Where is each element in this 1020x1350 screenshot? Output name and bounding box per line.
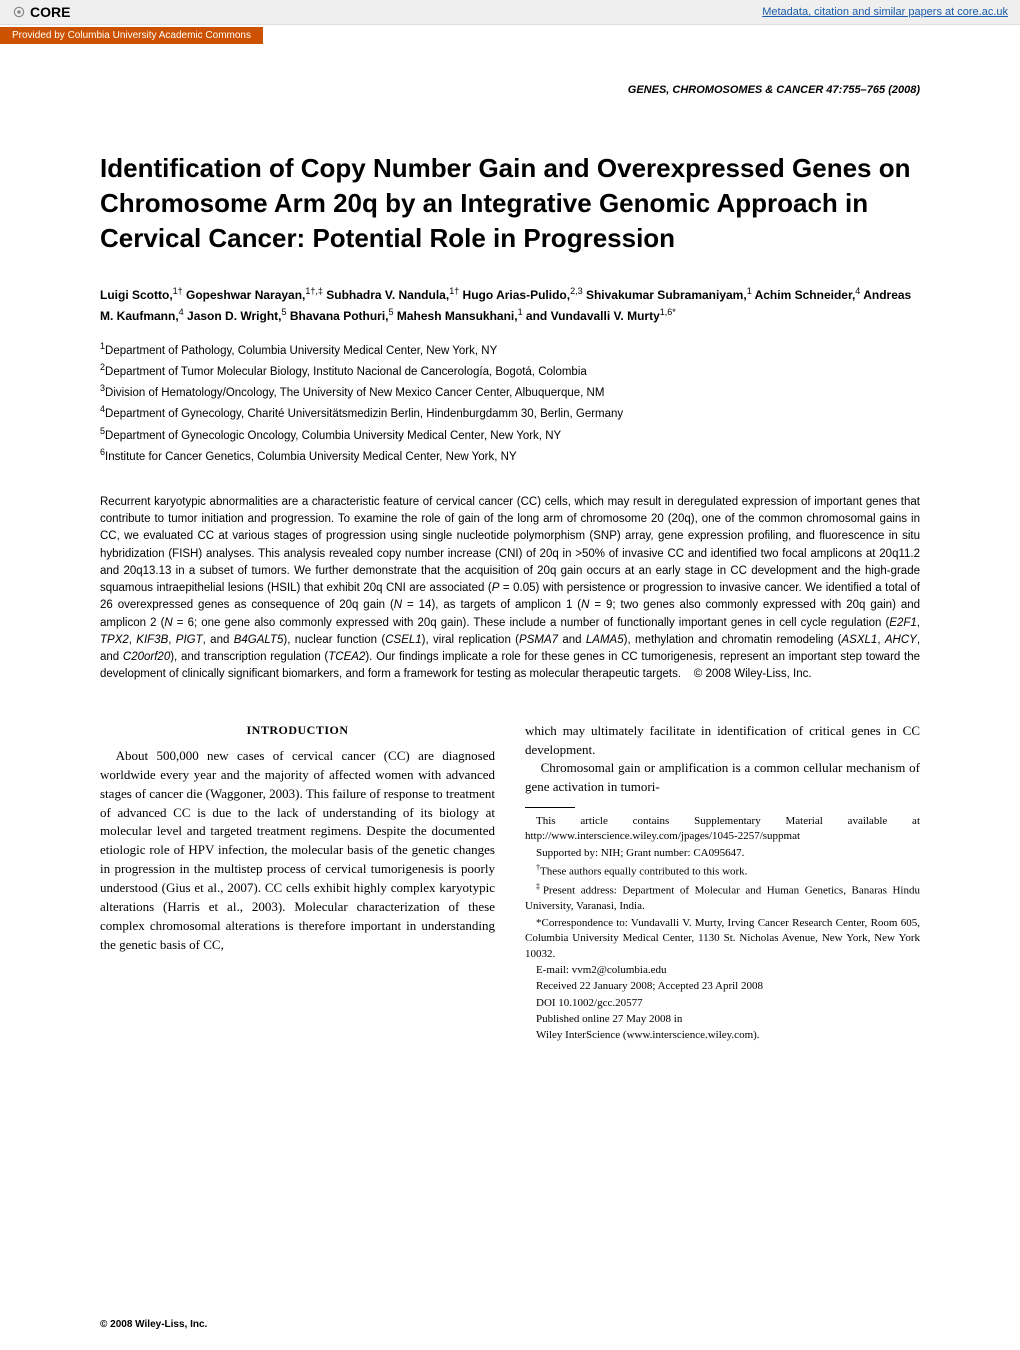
- abstract: Recurrent karyotypic abnormalities are a…: [100, 494, 920, 684]
- core-logo-text: CORE: [30, 4, 70, 20]
- core-logo: CORE: [12, 4, 70, 20]
- footnote-line: Received 22 January 2008; Accepted 23 Ap…: [525, 979, 920, 994]
- affiliations: 1Department of Pathology, Columbia Unive…: [100, 339, 920, 466]
- article-title: Identification of Copy Number Gain and O…: [100, 151, 920, 256]
- footnote-line: Wiley InterScience (www.interscience.wil…: [525, 1028, 920, 1043]
- core-icon: [12, 5, 26, 19]
- page-content: GENES, CHROMOSOMES & CANCER 47:755–765 (…: [0, 44, 1020, 1075]
- section-heading: INTRODUCTION: [100, 722, 495, 739]
- footnotes: This article contains Supplementary Mate…: [525, 807, 920, 1044]
- right-column: which may ultimately facilitate in ident…: [525, 722, 920, 1045]
- footnote-line: ‡Present address: Department of Molecula…: [525, 881, 920, 914]
- provided-by-bar: Provided by Columbia University Academic…: [0, 27, 263, 44]
- footnote-rule: [525, 807, 575, 808]
- footnote-line: Supported by: NIH; Grant number: CA09564…: [525, 846, 920, 861]
- intro-paragraph-right-2: Chromosomal gain or amplification is a c…: [525, 759, 920, 797]
- intro-paragraph-left: About 500,000 new cases of cervical canc…: [100, 747, 495, 954]
- core-banner: CORE Metadata, citation and similar pape…: [0, 0, 1020, 25]
- footnote-line: This article contains Supplementary Mate…: [525, 814, 920, 845]
- footnote-line: DOI 10.1002/gcc.20577: [525, 996, 920, 1011]
- left-column: INTRODUCTION About 500,000 new cases of …: [100, 722, 495, 1045]
- intro-paragraph-right-1: which may ultimately facilitate in ident…: [525, 722, 920, 760]
- metadata-link[interactable]: Metadata, citation and similar papers at…: [762, 6, 1008, 18]
- authors: Luigi Scotto,1† Gopeshwar Narayan,1†,‡ S…: [100, 284, 920, 326]
- footnote-line: Published online 27 May 2008 in: [525, 1012, 920, 1027]
- footnote-line: E-mail: vvm2@columbia.edu: [525, 963, 920, 978]
- copyright: © 2008 Wiley-Liss, Inc.: [100, 1319, 207, 1330]
- body-columns: INTRODUCTION About 500,000 new cases of …: [100, 722, 920, 1045]
- journal-reference: GENES, CHROMOSOMES & CANCER 47:755–765 (…: [100, 84, 920, 96]
- footnote-line: *Correspondence to: Vundavalli V. Murty,…: [525, 916, 920, 962]
- footnote-line: †These authors equally contributed to th…: [525, 862, 920, 880]
